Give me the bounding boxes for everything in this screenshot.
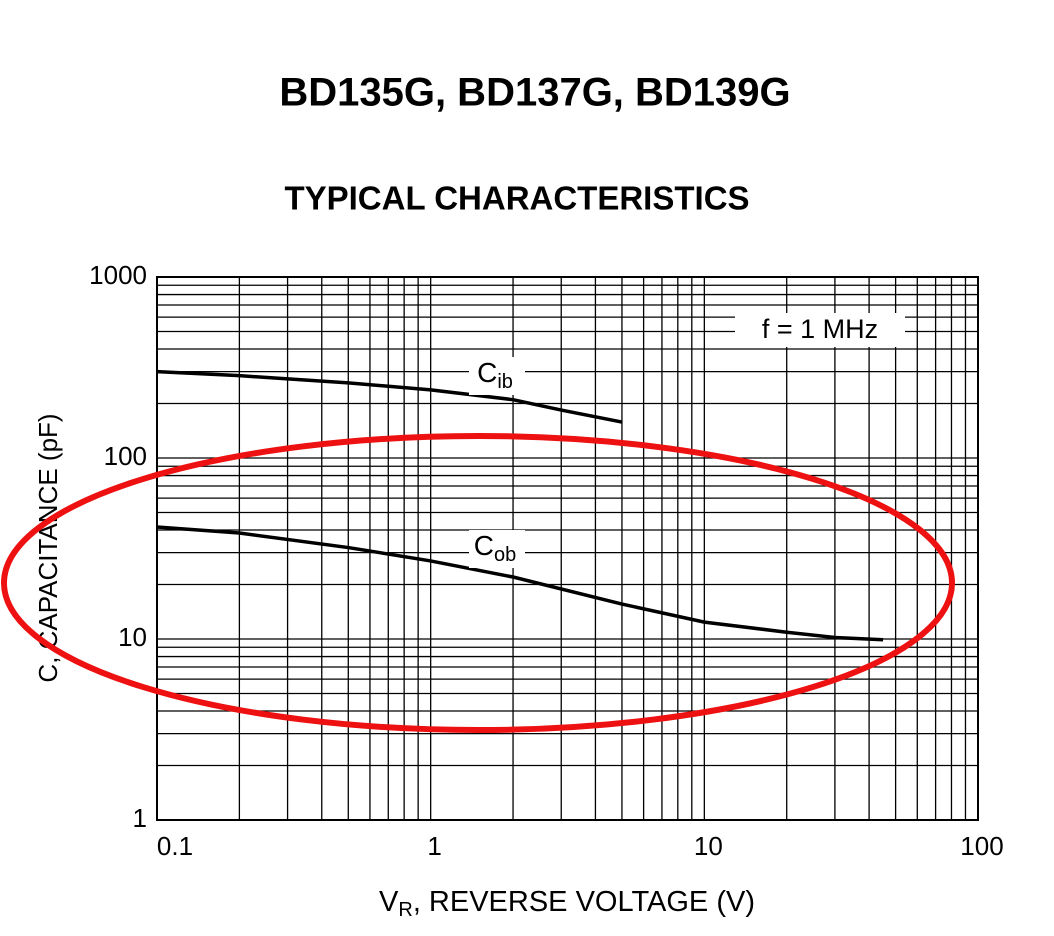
series-line xyxy=(156,369,623,424)
x-axis-label-rest: , REVERSE VOLTAGE (V) xyxy=(413,886,755,918)
x-axis-label-main: V xyxy=(379,886,399,918)
x-tick-label: 100 xyxy=(960,831,1003,861)
chart-title: BD135G, BD137G, BD139G xyxy=(279,71,790,115)
y-tick-label: 10 xyxy=(118,622,147,652)
series-label-main: C xyxy=(474,530,494,561)
series-label: Cib xyxy=(477,357,513,393)
series-label-sub: ob xyxy=(494,544,516,566)
y-tick-label: 1000 xyxy=(89,260,147,290)
series-label: Cob xyxy=(474,530,516,566)
series-line xyxy=(156,525,884,642)
series-label-sub: ib xyxy=(497,371,513,393)
x-axis-label-sub: R xyxy=(398,899,412,921)
annotation-box xyxy=(735,313,905,347)
annotation: f = 1 MHz xyxy=(762,314,878,344)
series-label-bg xyxy=(469,530,525,568)
x-tick-label: 1 xyxy=(427,831,441,861)
x-axis-label: VR, REVERSE VOLTAGE (V) xyxy=(379,886,755,922)
chart-subtitle: TYPICAL CHARACTERISTICS xyxy=(284,180,749,217)
series-label-main: C xyxy=(477,357,497,388)
x-tick-label: 0.1 xyxy=(157,831,193,861)
highlight-ellipse xyxy=(1,433,955,733)
y-tick-label: 1 xyxy=(133,803,147,833)
x-tick-label: 10 xyxy=(694,831,723,861)
y-tick-label: 100 xyxy=(104,441,147,471)
series-label-bg xyxy=(469,357,525,395)
plot-frame xyxy=(156,276,979,821)
